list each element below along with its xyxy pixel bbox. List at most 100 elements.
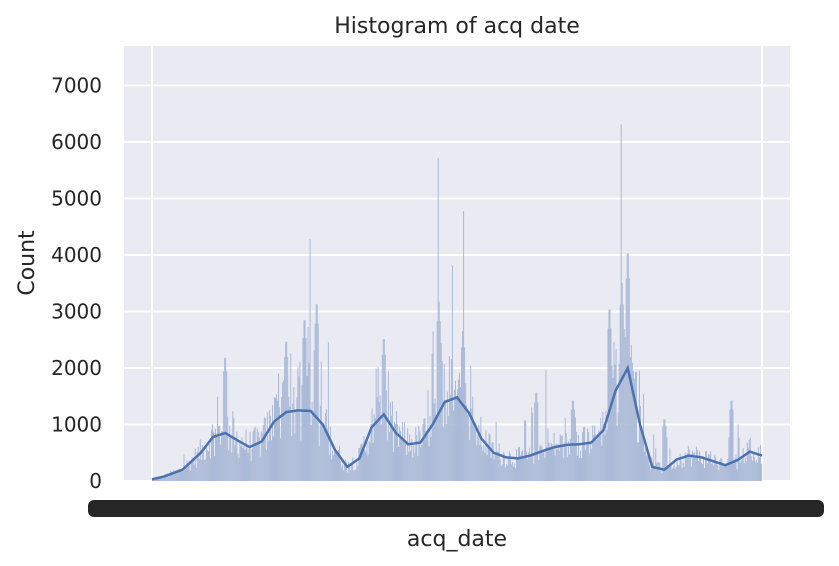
histogram-bar xyxy=(317,323,319,481)
histogram-bar xyxy=(372,442,374,481)
histogram-bar xyxy=(255,444,257,481)
histogram-bar xyxy=(633,378,635,481)
histogram-bar xyxy=(508,451,510,481)
histogram-bar xyxy=(419,431,421,481)
histogram-bar xyxy=(676,461,678,481)
histogram-bar xyxy=(362,450,364,481)
histogram-bar xyxy=(703,456,704,481)
histogram-bar xyxy=(521,451,523,481)
histogram-bar xyxy=(375,368,377,481)
histogram-bar xyxy=(571,400,573,481)
histogram-bar xyxy=(476,445,478,481)
histogram-bar xyxy=(339,445,341,481)
histogram-bar xyxy=(594,425,596,481)
histogram-bar xyxy=(720,457,722,481)
histogram-bar xyxy=(539,446,541,481)
histogram-bar xyxy=(632,371,634,481)
histogram-bar xyxy=(239,440,241,481)
histogram-bar xyxy=(336,454,337,481)
histogram-bar xyxy=(451,265,453,481)
histogram-bar xyxy=(230,436,232,481)
histogram-bar xyxy=(278,373,280,481)
histogram-bar xyxy=(634,372,636,481)
histogram-bar xyxy=(726,466,728,481)
histogram-bar xyxy=(174,472,176,481)
histogram-bar xyxy=(685,458,687,481)
histogram-bar xyxy=(361,443,363,481)
histogram-bar xyxy=(344,462,346,481)
histogram-bar xyxy=(664,419,666,481)
histogram-bar xyxy=(652,462,654,481)
histogram-bar xyxy=(246,448,248,481)
histogram-bar xyxy=(597,437,599,481)
histogram-bar xyxy=(335,451,336,481)
histogram-bar xyxy=(552,447,554,481)
histogram-bar xyxy=(235,437,237,481)
histogram-bar xyxy=(280,438,282,481)
y-tick-label-1: 1000 xyxy=(51,413,102,437)
histogram-bar xyxy=(564,417,566,481)
histogram-bar xyxy=(404,421,406,481)
histogram-bar xyxy=(227,416,229,481)
histogram-bar xyxy=(249,431,251,481)
histogram-bar xyxy=(641,427,642,481)
histogram-bar xyxy=(672,467,674,481)
histogram-bar xyxy=(630,344,632,481)
histogram-bar xyxy=(465,383,467,481)
histogram-bar xyxy=(427,390,429,481)
histogram-bar xyxy=(636,442,638,481)
histogram-bar xyxy=(731,400,733,481)
histogram-bar xyxy=(655,448,657,481)
histogram-bar xyxy=(311,402,313,481)
histogram-bar xyxy=(352,457,354,481)
histogram-bar xyxy=(155,479,157,481)
histogram-bar xyxy=(544,458,546,481)
histogram-bar xyxy=(549,447,551,481)
histogram-bar xyxy=(196,451,198,481)
histogram-bar xyxy=(318,445,320,481)
histogram-bar xyxy=(646,455,648,481)
histogram-bar xyxy=(457,389,458,481)
histogram-bar xyxy=(178,468,180,481)
histogram-bar xyxy=(718,469,720,481)
histogram-bar xyxy=(217,396,219,481)
histogram-bar xyxy=(495,421,497,481)
histogram-bar xyxy=(298,376,300,481)
histogram-bar xyxy=(206,449,208,481)
histogram-bar xyxy=(210,429,212,481)
histogram-bar xyxy=(359,447,361,481)
histogram-bar xyxy=(687,445,689,481)
histogram-bar xyxy=(463,211,465,481)
histogram-bar xyxy=(459,372,460,481)
histogram-bar xyxy=(499,459,501,481)
histogram-bar xyxy=(173,470,175,481)
histogram-bar xyxy=(400,430,402,481)
histogram-bar xyxy=(614,364,616,481)
histogram-bar xyxy=(347,472,349,481)
histogram-bar xyxy=(198,459,200,481)
histogram-bar xyxy=(581,457,582,481)
histogram-bar xyxy=(756,462,758,481)
histogram-bar xyxy=(301,384,303,481)
histogram-bar xyxy=(447,415,449,481)
histogram-bars xyxy=(152,124,762,481)
histogram-bar xyxy=(498,443,500,481)
histogram-bar xyxy=(394,423,396,481)
histogram-bar xyxy=(696,449,698,481)
histogram-bar xyxy=(245,429,247,481)
histogram-bar xyxy=(576,455,578,481)
histogram-bar xyxy=(710,451,712,481)
histogram-bar xyxy=(531,407,533,481)
histogram-bar xyxy=(732,409,734,481)
histogram-bar xyxy=(287,357,289,481)
histogram-bar xyxy=(623,328,625,481)
histogram-bar xyxy=(172,473,174,481)
histogram-bar xyxy=(189,470,191,481)
histogram-bar xyxy=(616,425,618,481)
histogram-bar xyxy=(428,446,430,481)
histogram-bar xyxy=(331,450,333,481)
histogram-bar xyxy=(613,342,615,481)
histogram-bar xyxy=(522,450,524,481)
histogram-bar xyxy=(673,462,675,481)
histogram-bar xyxy=(712,461,714,481)
